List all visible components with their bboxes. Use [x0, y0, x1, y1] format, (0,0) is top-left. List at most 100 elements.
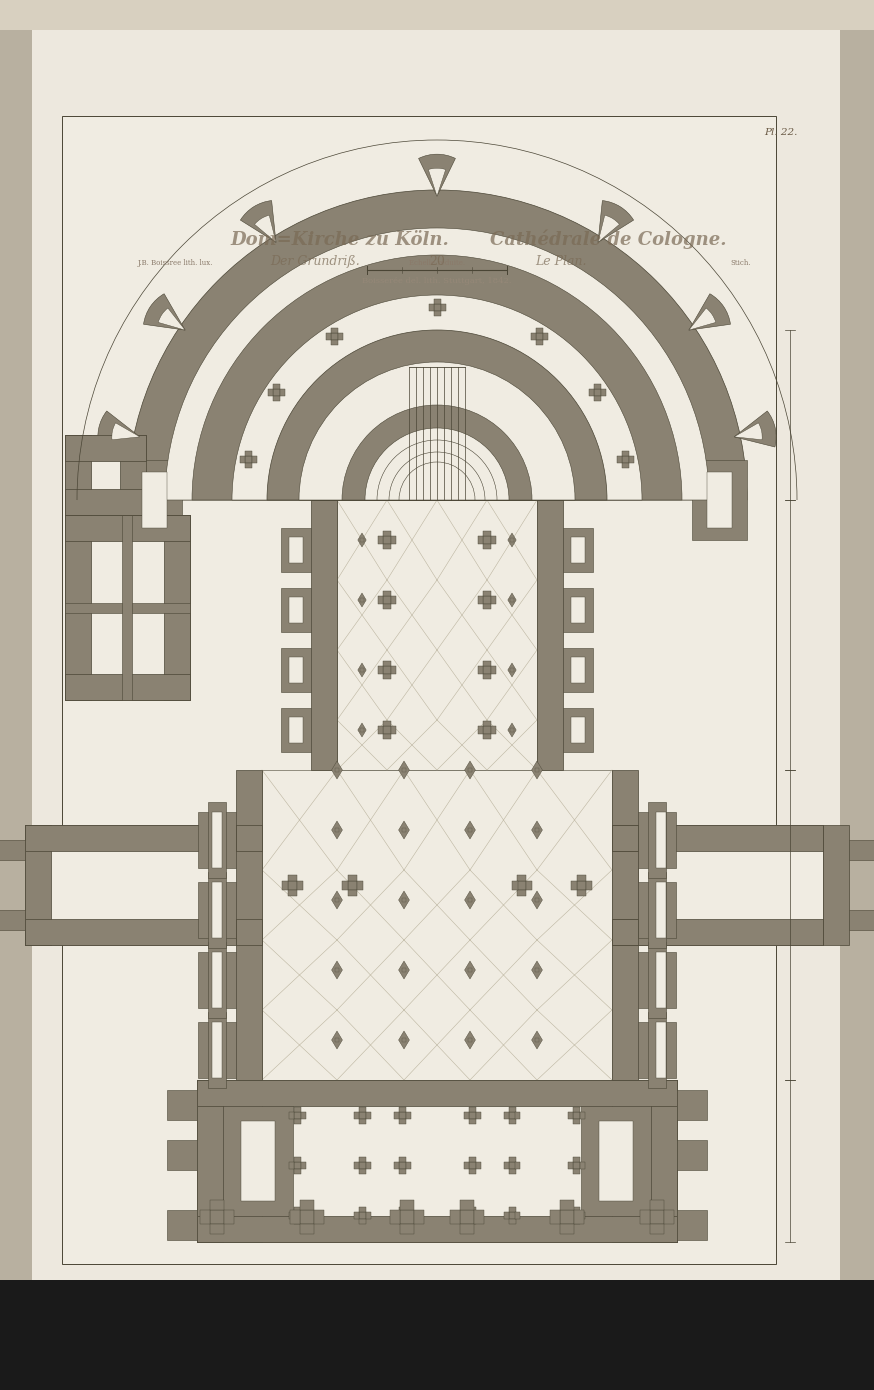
Bar: [262, 770, 612, 1080]
Bar: [574, 1211, 584, 1225]
Bar: [468, 1219, 475, 1223]
Bar: [656, 812, 666, 867]
Bar: [593, 384, 600, 389]
Polygon shape: [508, 532, 517, 548]
Text: 20: 20: [429, 254, 445, 268]
Bar: [378, 726, 383, 734]
Bar: [365, 1212, 371, 1219]
Bar: [468, 1106, 475, 1112]
Bar: [571, 657, 585, 682]
Bar: [536, 328, 543, 332]
Bar: [393, 1162, 399, 1169]
Text: Stich.: Stich.: [730, 259, 751, 267]
Bar: [428, 303, 434, 310]
Bar: [483, 674, 491, 678]
Bar: [25, 826, 51, 945]
Bar: [210, 1211, 224, 1225]
Wedge shape: [428, 168, 446, 196]
Bar: [640, 1211, 650, 1225]
Bar: [503, 1112, 509, 1119]
Bar: [656, 952, 666, 1008]
Bar: [468, 1207, 475, 1212]
Bar: [198, 812, 236, 867]
Wedge shape: [365, 428, 509, 500]
Bar: [650, 1225, 664, 1234]
Bar: [535, 828, 539, 833]
Bar: [274, 396, 281, 400]
Bar: [578, 880, 586, 890]
Bar: [573, 1219, 580, 1223]
Bar: [301, 1212, 306, 1219]
Bar: [656, 1022, 666, 1079]
Polygon shape: [508, 594, 517, 607]
Wedge shape: [299, 361, 575, 500]
Bar: [648, 1012, 666, 1088]
Wedge shape: [734, 411, 776, 448]
Text: Der Grundriß.: Der Grundriß.: [270, 254, 360, 268]
Bar: [622, 456, 629, 463]
Bar: [563, 588, 593, 632]
Bar: [357, 880, 363, 890]
Bar: [212, 1022, 222, 1079]
Bar: [358, 1207, 365, 1212]
Bar: [677, 1090, 707, 1120]
Bar: [281, 528, 311, 573]
Bar: [650, 1200, 664, 1211]
Bar: [586, 880, 593, 890]
Bar: [245, 463, 252, 468]
Bar: [353, 1212, 358, 1219]
Bar: [399, 1212, 406, 1219]
Polygon shape: [331, 960, 343, 979]
Polygon shape: [331, 1031, 343, 1049]
Wedge shape: [165, 228, 709, 500]
Bar: [516, 1112, 521, 1119]
Bar: [288, 1212, 294, 1219]
Bar: [406, 1212, 411, 1219]
Bar: [656, 883, 666, 938]
Bar: [400, 1200, 414, 1211]
Bar: [510, 728, 514, 731]
Bar: [692, 460, 747, 539]
Bar: [399, 1106, 406, 1112]
Bar: [434, 299, 440, 303]
Bar: [434, 303, 440, 310]
Bar: [245, 456, 252, 463]
Bar: [593, 389, 600, 396]
Bar: [281, 708, 311, 752]
Bar: [560, 1225, 574, 1234]
Bar: [468, 898, 472, 902]
Polygon shape: [399, 821, 409, 840]
Bar: [358, 1156, 365, 1162]
Bar: [402, 898, 406, 902]
Bar: [638, 826, 823, 945]
Bar: [121, 435, 146, 516]
Bar: [223, 1106, 293, 1216]
Bar: [617, 456, 622, 463]
Bar: [573, 1207, 580, 1212]
Bar: [648, 872, 666, 948]
Wedge shape: [267, 329, 607, 500]
Bar: [383, 734, 391, 739]
Wedge shape: [98, 411, 140, 448]
Bar: [331, 332, 338, 339]
Bar: [290, 1211, 300, 1225]
Bar: [391, 537, 396, 543]
Bar: [638, 883, 676, 938]
Bar: [478, 726, 483, 734]
Bar: [648, 802, 666, 878]
Bar: [197, 1080, 677, 1106]
Bar: [483, 726, 491, 734]
Bar: [463, 1212, 468, 1219]
Wedge shape: [689, 309, 716, 329]
Bar: [197, 1080, 677, 1243]
Bar: [288, 890, 296, 895]
Polygon shape: [399, 760, 409, 778]
Bar: [391, 726, 396, 734]
Bar: [236, 919, 262, 945]
Bar: [483, 531, 491, 537]
Bar: [208, 1012, 226, 1088]
Polygon shape: [531, 891, 543, 909]
Polygon shape: [357, 663, 366, 677]
Bar: [399, 1169, 406, 1173]
Bar: [400, 1225, 414, 1234]
